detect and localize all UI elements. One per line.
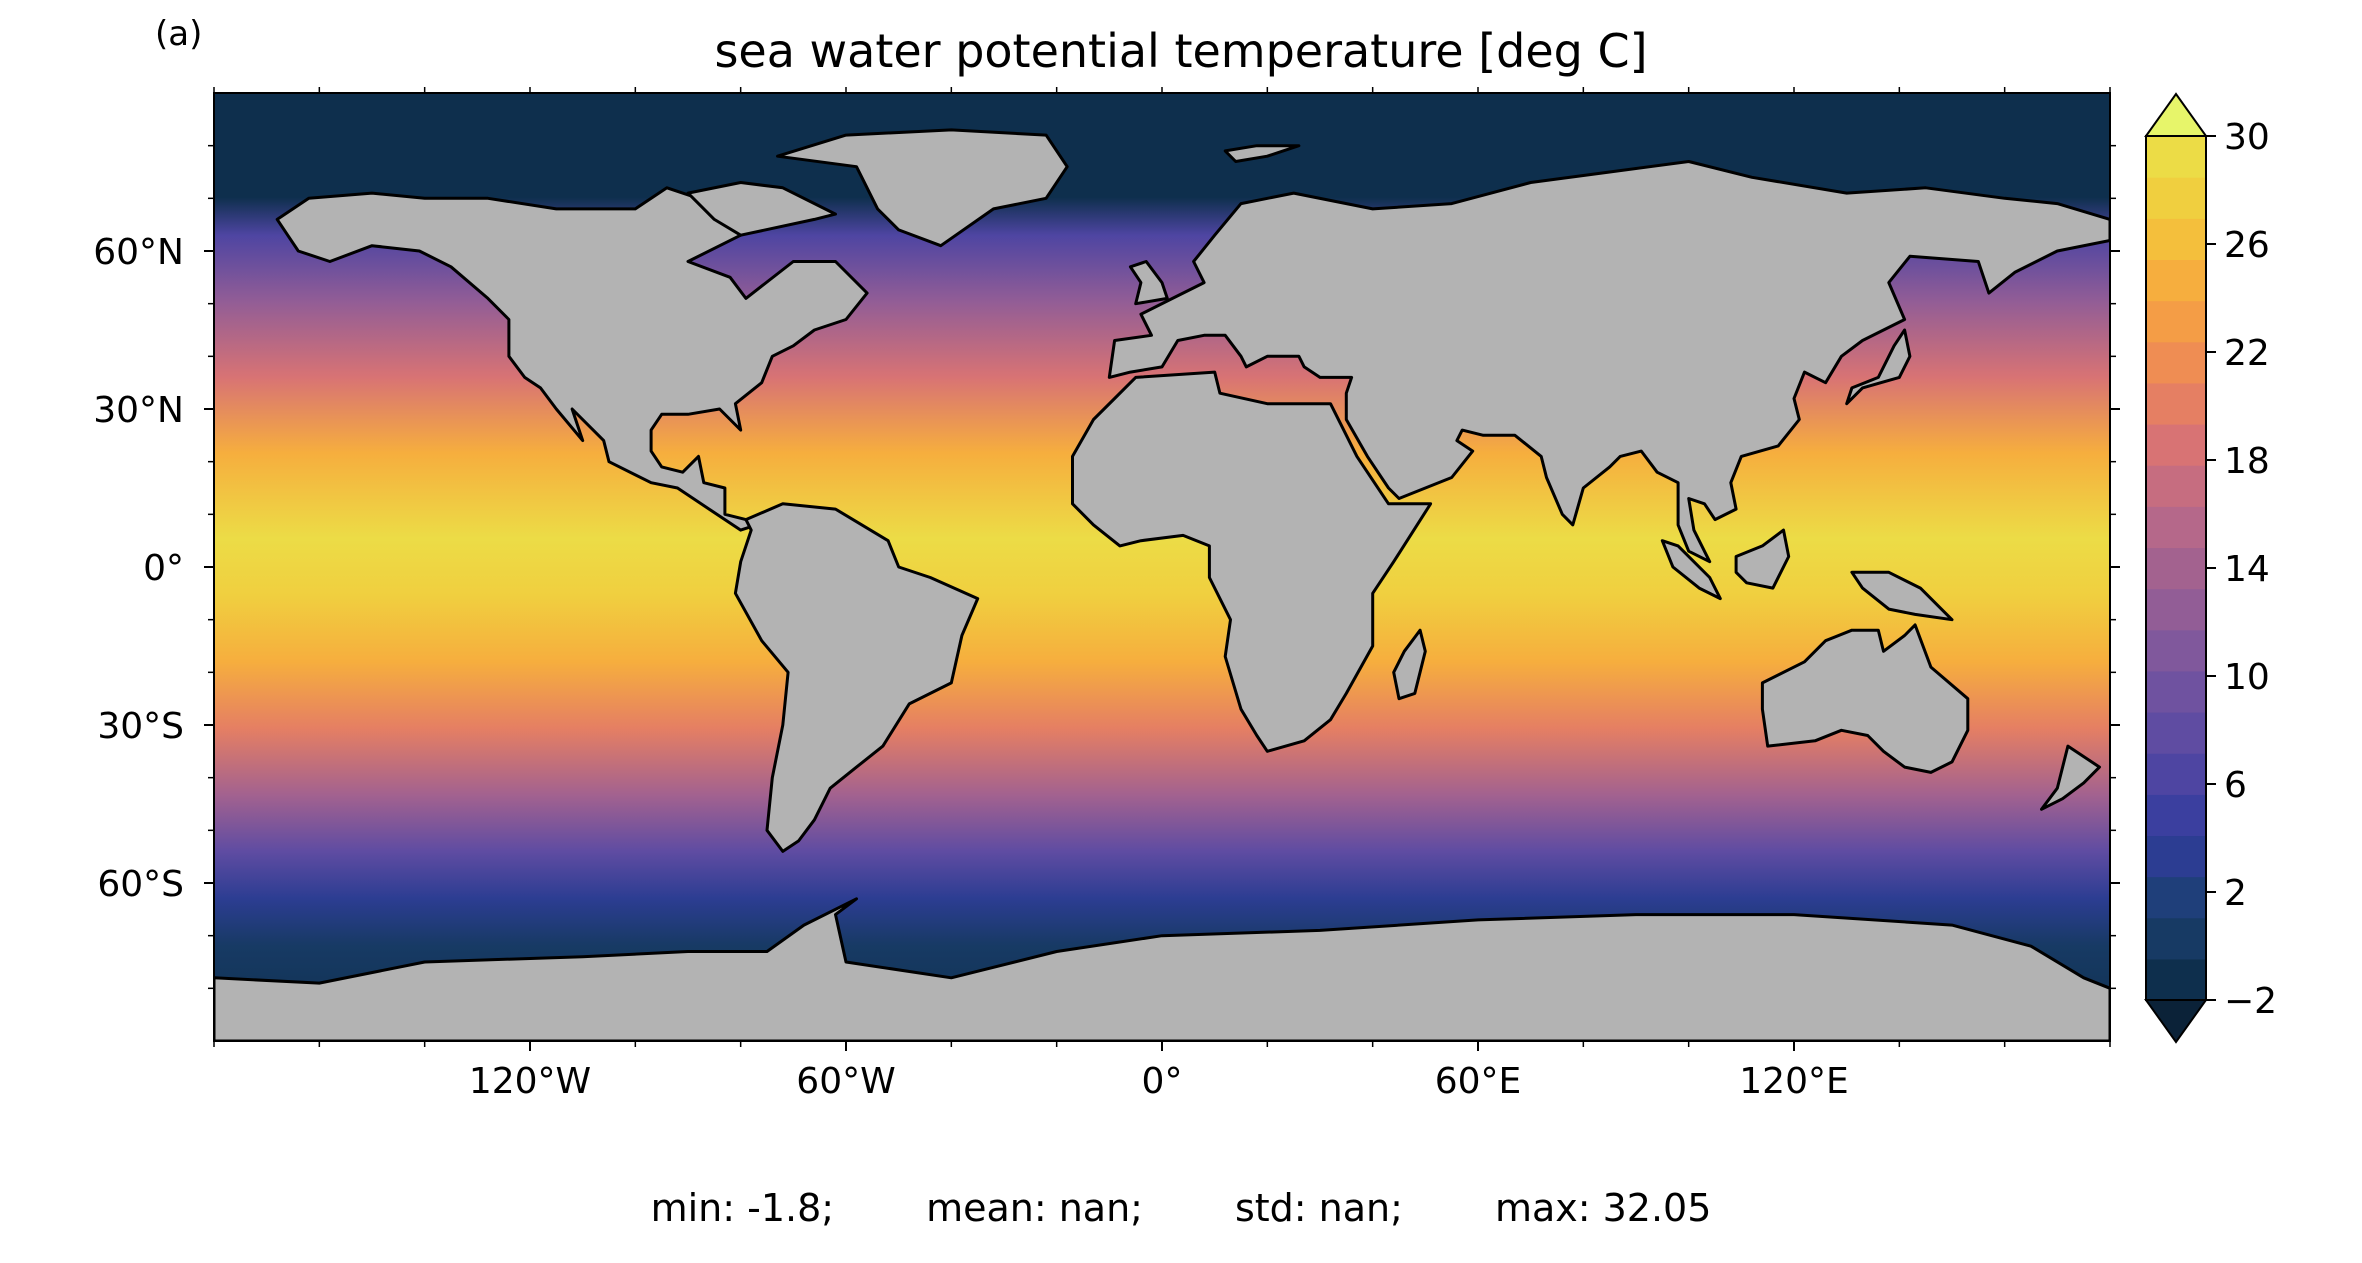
land-baffin-island [686, 181, 837, 237]
land-australia [1760, 623, 1970, 774]
colorbar-segment [2146, 259, 2206, 302]
colorbar-segment [2146, 424, 2206, 466]
colorbar: 30 26 22 18 14 10 6 2 −2 [2144, 92, 2277, 1044]
colorbar-tick-label: 26 [2224, 225, 2270, 266]
land-new-guinea [1850, 570, 1954, 622]
colorbar-segment [2146, 629, 2206, 672]
colorbar-segment [2146, 794, 2206, 837]
colorbar-segment [2146, 300, 2206, 343]
colorbar-tick-label: 22 [2224, 333, 2270, 374]
x-tick-label: 120°W [469, 1061, 591, 1102]
land-japan [1845, 328, 1912, 406]
map-axis-ticks: 120°W 60°W 0° 60°E 120°E 60°N 30°N 0° 30°S 60°S [93, 87, 2120, 1102]
colorbar-segment [2146, 753, 2206, 795]
colorbar-tick-label: 6 [2224, 765, 2247, 806]
colorbar-segment [2146, 917, 2206, 960]
land-south-america [733, 502, 980, 853]
statistics-line: min: -1.8; mean: nan; std: nan; max: 32.05 [0, 1186, 2362, 1230]
land-masses [214, 128, 2110, 1041]
colorbar-segment [2146, 136, 2206, 178]
land-svalbard [1223, 144, 1301, 163]
colorbar-extend-min [2144, 999, 2208, 1044]
y-tick-label: 0° [143, 548, 184, 589]
y-tick-label: 60°S [97, 864, 184, 905]
land-madagascar [1392, 628, 1427, 701]
colorbar-extend-max [2144, 92, 2208, 137]
land-britain [1128, 260, 1169, 306]
colorbar-tick-label: 18 [2224, 441, 2270, 482]
colorbar-segment [2146, 177, 2206, 219]
land-antarctica [214, 897, 2110, 1041]
colorbar-segment [2146, 588, 2206, 631]
land-sumatra [1660, 539, 1722, 601]
stat-mean: mean: nan; [926, 1186, 1143, 1230]
map-title-text: sea water potential temperature [deg C] [714, 24, 1648, 78]
colorbar-tick-label: 2 [2224, 873, 2247, 914]
x-tick-label: 60°E [1435, 1061, 1522, 1102]
world-map [214, 93, 2110, 1041]
colorbar-segment [2146, 506, 2206, 549]
x-tick-label: 0° [1142, 1061, 1183, 1102]
map-title: sea water potential temperature [deg C] [0, 24, 2362, 78]
colorbar-tick-label: 30 [2224, 117, 2270, 158]
stat-max: max: 32.05 [1494, 1186, 1712, 1230]
stat-std: std: nan; [1234, 1186, 1403, 1230]
panel-label: (a) [155, 14, 203, 54]
colorbar-segment [2146, 382, 2206, 425]
colorbar-segment [2146, 712, 2206, 754]
colorbar-tick-label: −2 [2224, 981, 2277, 1022]
land-eurasia [1107, 160, 2110, 564]
colorbar-segment [2146, 218, 2206, 261]
land-africa [1071, 370, 1433, 753]
colorbar-segment [2146, 835, 2206, 878]
colorbar-segment [2146, 465, 2206, 507]
land-north-america [275, 186, 869, 532]
land-new-zealand [2040, 744, 2101, 811]
y-tick-label: 60°N [93, 232, 184, 273]
colorbar-segment [2146, 958, 2206, 1001]
colorbar-segment [2146, 341, 2206, 384]
stat-min: min: -1.8; [650, 1186, 835, 1230]
land-greenland [776, 128, 1069, 248]
colorbar-segment [2146, 547, 2206, 590]
y-tick-label: 30°S [97, 706, 184, 747]
land-borneo [1734, 528, 1791, 590]
colorbar-tick-label: 14 [2224, 549, 2270, 590]
x-tick-label: 60°W [796, 1061, 895, 1102]
colorbar-tick-label: 10 [2224, 657, 2270, 698]
y-tick-label: 30°N [93, 390, 184, 431]
colorbar-segment [2146, 876, 2206, 919]
x-tick-label: 120°E [1739, 1061, 1848, 1102]
colorbar-segment [2146, 670, 2206, 713]
